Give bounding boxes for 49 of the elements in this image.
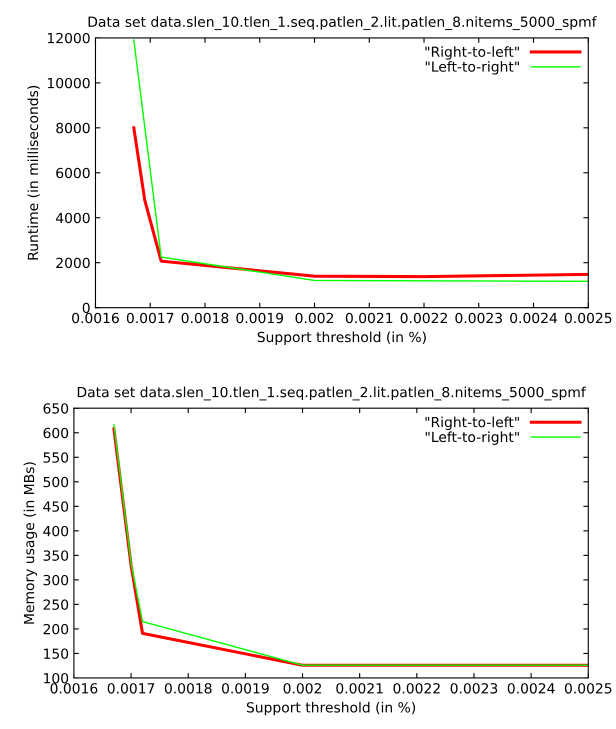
legend-label: "Left-to-right" — [426, 431, 519, 445]
y-tick-label: 350 — [44, 550, 68, 561]
legend-label: "Right-to-left" — [425, 416, 519, 430]
legend-label: "Right-to-left" — [425, 46, 519, 60]
y-axis-title: Runtime (in milliseconds) — [27, 86, 40, 260]
x-tick-label: 0.0019 — [236, 312, 284, 324]
y-tick-label: 500 — [44, 476, 68, 488]
x-axis-title: Support threshold (in %) — [246, 702, 416, 716]
legend-label: "Left-to-right" — [426, 61, 519, 75]
x-tick-label: 0.0016 — [50, 683, 98, 694]
y-tick-label: 650 — [44, 403, 68, 414]
y-tick-label: 400 — [43, 526, 68, 536]
chart-title: Data set data.slen_10.tlen_1.seq.patlen_2.lit.patlen_8.nitems_5000_spmf — [78, 386, 586, 400]
y-tick-label: 6000 — [56, 168, 90, 178]
x-tick-label: 0.0025 — [564, 312, 612, 324]
x-tick-label: 0.0024 — [510, 312, 558, 324]
y-tick-label: 150 — [44, 648, 68, 659]
x-axis-title: Support threshold (in %) — [258, 331, 426, 345]
x-tick-label: 0.002 — [296, 312, 333, 324]
x-tick-label: 0.0022 — [400, 312, 447, 324]
x-tick-label: 0.0023 — [450, 683, 498, 694]
y-tick-label: 10000 — [48, 78, 90, 88]
x-tick-label: 0.0016 — [72, 312, 119, 324]
chart-title: Data set data.slen_10.tlen_1.seq.patlen_2.lit.patlen_8.nitems_5000_spmf — [88, 16, 597, 30]
x-tick-label: 0.0021 — [336, 683, 383, 694]
y-tick-label: 12000 — [48, 32, 90, 44]
x-tick-label: 0.0017 — [126, 312, 174, 324]
y-tick-label: 100 — [44, 672, 68, 684]
y-tick-label: 600 — [44, 428, 68, 438]
x-tick-label: 0.0017 — [108, 683, 154, 694]
y-tick-label: 0 — [82, 302, 90, 314]
x-tick-label: 0.0021 — [346, 312, 392, 324]
y-tick-label: 200 — [44, 624, 68, 634]
x-tick-label: 0.002 — [284, 683, 322, 694]
x-tick-label: 0.0019 — [222, 683, 269, 694]
x-tick-label: 0.0022 — [393, 683, 440, 694]
y-tick-label: 2000 — [56, 258, 90, 268]
y-tick-label: 550 — [44, 452, 68, 463]
x-tick-label: 0.0018 — [182, 312, 228, 324]
y-tick-label: 450 — [43, 501, 68, 512]
y-tick-label: 8000 — [56, 122, 90, 134]
y-axis-title: Memory usage (in MBs) — [24, 462, 37, 624]
y-tick-label: 250 — [44, 599, 68, 610]
x-tick-label: 0.0025 — [564, 683, 612, 694]
y-tick-label: 300 — [44, 574, 68, 586]
x-tick-label: 0.0018 — [164, 683, 212, 694]
x-tick-label: 0.0023 — [455, 312, 502, 324]
x-tick-label: 0.0024 — [508, 683, 555, 694]
y-tick-label: 4000 — [56, 212, 90, 224]
